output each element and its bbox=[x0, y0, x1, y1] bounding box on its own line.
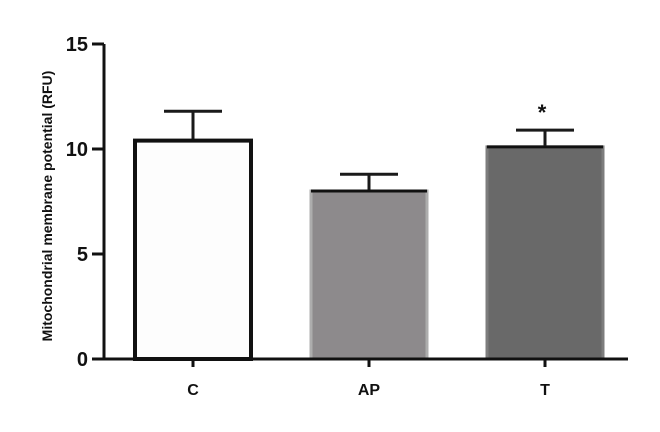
x-tick-label-t: T bbox=[540, 382, 550, 399]
x-tick-label-ap: AP bbox=[358, 382, 381, 399]
y-tick-label-0: 0 bbox=[77, 349, 88, 371]
bar-t bbox=[485, 145, 605, 361]
x-tick-label-c: C bbox=[187, 382, 199, 399]
bar-ap bbox=[309, 189, 429, 361]
y-tick-label-10: 10 bbox=[66, 139, 88, 161]
bar-c bbox=[133, 138, 253, 361]
plot-area: C AP T * 0 5 10 15 bbox=[66, 34, 628, 399]
significance-marker-t: * bbox=[538, 100, 547, 125]
y-tick-label-5: 5 bbox=[77, 244, 88, 266]
y-tick-label-15: 15 bbox=[66, 34, 88, 56]
y-axis-label: Mitochondrial membrane potential (RFU) bbox=[39, 71, 55, 342]
